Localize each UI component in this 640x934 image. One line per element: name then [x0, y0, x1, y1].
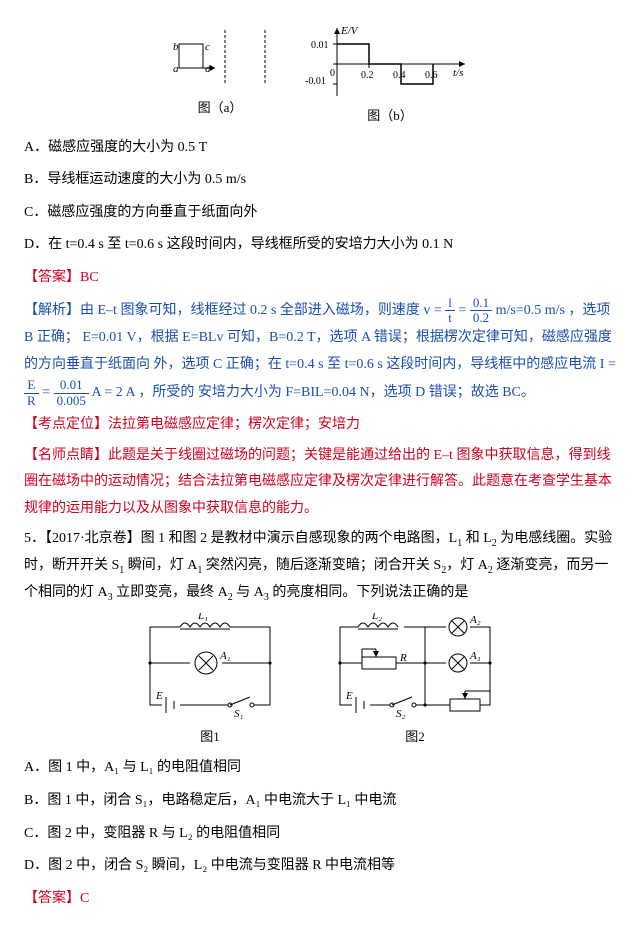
frac-001: 0.010.005 — [54, 378, 89, 408]
svg-text:E/V: E/V — [340, 25, 359, 37]
option-4d-text: 在 t=0.4 s 至 t=0.6 s 这段时间内，导线框所受的安培力大小为 0… — [48, 237, 453, 252]
figure-a-svg: b a c d — [165, 24, 275, 94]
eq2: = — [39, 385, 54, 400]
svg-text:S₁: S₁ — [234, 708, 244, 720]
svg-text:E: E — [155, 690, 163, 702]
svg-text:A₂: A₂ — [469, 614, 481, 626]
loc-4-label: 【考点定位】 — [24, 417, 108, 432]
circuit-2-caption: 图2 — [320, 725, 510, 750]
figure-b-svg: E/V t/s 0.01 -0.01 0 0.2 0.4 0.6 — [305, 24, 475, 102]
circuit-1-caption: 图1 — [130, 725, 290, 750]
option-5b: B．图 1 中，闭合 S₁，电路稳定后，A₁ 中电流大于 L₁ 中电流 — [24, 788, 616, 815]
svg-text:t/s: t/s — [453, 67, 463, 79]
answer-5: 【答案】C — [24, 886, 616, 913]
svg-text:0.4: 0.4 — [393, 70, 406, 81]
tip-4-text: 此题是关于线圈过磁场的问题；关键是能通过给出的 E–t 图象中获取信息，得到线圈… — [24, 448, 612, 516]
svg-text:E: E — [345, 690, 353, 702]
option-4a-text: 磁感应强度的大小为 0.5 T — [48, 140, 207, 155]
loc-4: 【考点定位】法拉第电磁感应定律；楞次定律；安培力 — [24, 412, 616, 439]
figure-a: b a c d 图（a） — [165, 24, 275, 129]
option-5a-text: 图 1 中，A₁ 与 L₁ 的电阻值相同 — [48, 760, 241, 775]
answer-4: 【答案】BC — [24, 265, 616, 292]
option-4c: C．磁感应强度的方向垂直于纸面向外 — [24, 200, 616, 227]
explain-4-p3: 安培力大小为 F=BIL=0.04 N，选项 D 错误；故选 BC。 — [198, 385, 535, 400]
svg-text:R: R — [399, 652, 407, 664]
explain-4-p2c: A = 2 A ，所受的 — [89, 385, 195, 400]
explain-4-label: 【解析】 — [24, 303, 80, 318]
option-4a: A．磁感应强度的大小为 0.5 T — [24, 135, 616, 162]
svg-text:0.01: 0.01 — [311, 40, 329, 51]
frac-lt: lt — [445, 296, 455, 326]
circuit-2-svg: L₂ A₂ R A₃ E S₂ — [320, 613, 510, 723]
explain-4-p1a: 由 E–t 图象可知，线框经过 0.2 s 全部进入磁场，则速度 v = — [80, 303, 445, 318]
answer-4-text: BC — [80, 270, 99, 285]
answer-4-label: 【答案】 — [24, 270, 80, 285]
figure-b: E/V t/s 0.01 -0.01 0 0.2 0.4 0.6 图（b） — [305, 24, 475, 129]
svg-text:c: c — [205, 41, 210, 53]
tip-4-label: 【名师点睛】 — [24, 448, 108, 463]
explain-4: 【解析】由 E–t 图象可知，线框经过 0.2 s 全部进入磁场，则速度 v =… — [24, 296, 616, 408]
svg-text:L₂: L₂ — [371, 613, 382, 622]
eq1: = — [455, 303, 470, 318]
option-4b-text: 导线框运动速度的大小为 0.5 m/s — [47, 172, 246, 187]
loc-4-text: 法拉第电磁感应定律；楞次定律；安培力 — [108, 417, 360, 432]
tip-4: 【名师点睛】此题是关于线圈过磁场的问题；关键是能通过给出的 E–t 图象中获取信… — [24, 443, 616, 523]
option-4d: D．在 t=0.4 s 至 t=0.6 s 这段时间内，导线框所受的安培力大小为… — [24, 232, 616, 259]
option-5b-text: 图 1 中，闭合 S₁，电路稳定后，A₁ 中电流大于 L₁ 中电流 — [47, 793, 396, 808]
option-4b: B．导线框运动速度的大小为 0.5 m/s — [24, 167, 616, 194]
svg-text:a: a — [173, 63, 179, 75]
svg-text:0: 0 — [330, 68, 335, 79]
option-4c-text: 磁感应强度的方向垂直于纸面向外 — [47, 205, 257, 220]
explain-4-p2b: 外，选项 C 正确；在 t=0.4 s 至 t=0.6 s 这段时间内，导线框中… — [154, 357, 616, 372]
circuit-1: L₁ A₁ E S₁ 图1 — [130, 613, 290, 750]
frac-0102: 0.10.2 — [470, 296, 492, 326]
option-5a: A．图 1 中，A₁ 与 L₁ 的电阻值相同 — [24, 755, 616, 782]
svg-text:-0.01: -0.01 — [305, 76, 326, 87]
q5-ta: 图 1 和图 2 是教材中演示自感现象的两个电路图，L — [141, 531, 458, 546]
option-5d-text: 图 2 中，闭合 S₂ 瞬间，L₂ 中电流与变阻器 R 中电流相等 — [48, 858, 395, 873]
figure-b-caption: 图（b） — [305, 104, 475, 129]
svg-text:b: b — [173, 41, 179, 53]
svg-text:0.2: 0.2 — [361, 70, 374, 81]
frac-er: ER — [24, 378, 39, 408]
circuit-2: L₂ A₂ R A₃ E S₂ — [320, 613, 510, 750]
question-5: 5．【2017·北京卷】图 1 和图 2 是教材中演示自感现象的两个电路图，L1… — [24, 526, 616, 606]
answer-5-text: C — [80, 891, 89, 906]
svg-text:S₂: S₂ — [396, 708, 406, 720]
option-5d: D．图 2 中，闭合 S₂ 瞬间，L₂ 中电流与变阻器 R 中电流相等 — [24, 853, 616, 880]
q5-num: 5． — [24, 531, 45, 546]
figure-row-4: b a c d 图（a） E/V t/s 0.01 -0.01 0 0.2 0.… — [24, 24, 616, 129]
circuit-1-svg: L₁ A₁ E S₁ — [130, 613, 290, 723]
option-5c-text: 图 2 中，变阻器 R 与 L₂ 的电阻值相同 — [47, 826, 280, 841]
option-5c: C．图 2 中，变阻器 R 与 L₂ 的电阻值相同 — [24, 821, 616, 848]
answer-5-label: 【答案】 — [24, 891, 80, 906]
figure-a-caption: 图（a） — [165, 96, 275, 121]
svg-text:A₃: A₃ — [469, 650, 481, 662]
svg-text:0.6: 0.6 — [425, 70, 438, 81]
svg-text:A₁: A₁ — [219, 650, 231, 662]
svg-text:L₁: L₁ — [197, 613, 208, 622]
q5-src: 【2017·北京卷】 — [45, 531, 141, 546]
figure-row-5: L₁ A₁ E S₁ 图1 L₂ — [24, 613, 616, 750]
